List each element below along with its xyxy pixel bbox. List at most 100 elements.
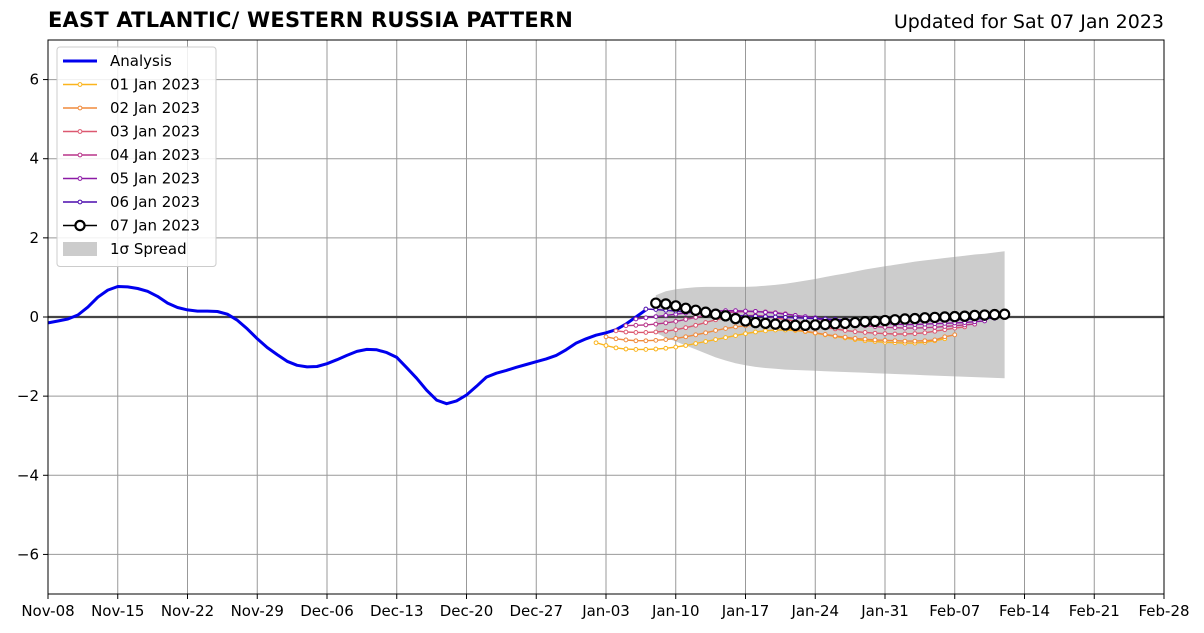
legend-marker [77,152,83,158]
forecast-point [653,337,659,343]
legend-label: 1σ Spread [110,240,187,258]
forecast-point [693,332,699,338]
forecast-point [663,337,669,342]
forecast-point [819,318,831,331]
series-layer [47,285,1011,406]
y-tick-label: 6 [29,71,39,89]
forecast-point [680,302,692,314]
forecast-point [693,341,699,346]
legend-item-1-spread: 1σ Spread [63,240,187,258]
forecast-point [663,313,669,318]
forecast-point [852,329,858,335]
forecast-point [643,306,649,312]
forecast-point [932,337,938,343]
legend-item-07-jan-2023: 07 Jan 2023 [63,217,200,235]
forecast-point [919,312,931,324]
forecast-point [683,343,689,348]
forecast-point [653,329,659,335]
forecast-point [879,314,891,327]
x-tick-label: Dec-20 [440,602,494,620]
x-tick-label: Dec-13 [370,602,424,620]
legend-item-03-jan-2023: 03 Jan 2023 [63,123,200,141]
forecast-point [929,311,941,324]
forecast-point [839,317,851,330]
forecast-point [832,333,838,339]
forecast-point [673,327,679,333]
x-tick-label: Jan-24 [790,602,839,620]
forecast-point [723,326,728,331]
forecast-point [802,315,808,321]
forecast-point [882,331,888,337]
forecast-point [703,320,709,325]
forecast-point [978,309,991,321]
series-analysis [47,285,647,406]
forecast-point [683,334,689,340]
forecast-point [703,339,709,344]
forecast-point [902,338,908,344]
legend-label: 06 Jan 2023 [110,193,200,211]
forecast-point [623,323,629,329]
forecast-point [723,335,728,340]
forecast-point [709,308,722,320]
forecast-point [872,330,878,336]
forecast-point [739,315,752,327]
forecast-point [822,332,828,337]
legend-box [56,46,217,267]
forecast-point [799,319,811,332]
x-tick-label: Nov-15 [91,602,144,620]
x-tick-label: Feb-28 [1138,602,1189,620]
forecast-point [703,330,709,336]
forecast-point [713,337,719,342]
forecast-point [769,318,782,330]
forecast-point [759,317,772,330]
forecast-point [772,310,778,316]
legend-item-analysis: Analysis [63,52,172,70]
x-tick-label: Jan-10 [651,602,700,620]
forecast-point [842,328,848,333]
forecast-point [743,331,748,337]
forecast-point [623,329,629,335]
forecast-point [733,308,738,314]
legend-label: 07 Jan 2023 [110,217,200,235]
forecast-point [743,308,748,314]
forecast-point [922,330,928,336]
forecast-point [613,336,619,342]
forecast-point [729,312,742,325]
forecast-point [643,322,649,328]
y-tick-label: −4 [17,466,39,484]
x-tick-label: Nov-29 [231,602,284,620]
forecast-point [922,338,928,344]
x-tick-label: Nov-08 [21,602,74,620]
forecast-point [849,316,861,329]
forecast-point [892,338,898,344]
forecast-point [733,324,738,330]
forecast-point [673,335,679,341]
legend: Analysis 01 Jan 2023 02 Jan 2023 03 Jan 202… [56,46,217,267]
legend-marker [77,199,83,205]
forecast-point [902,331,908,337]
axes: Nov-08 Nov-15 Nov-22 Nov-29 Dec-06 Dec-13 Dec-… [17,71,1190,620]
forecast-point [670,300,682,312]
legend-item-06-jan-2023: 06 Jan 2023 [63,193,200,211]
forecast-point [603,343,609,348]
legend-marker [77,176,83,181]
forecast-point [693,314,699,320]
forecast-point [809,319,821,331]
forecast-point [643,330,649,335]
forecast-point [862,330,868,335]
forecast-point [782,314,788,320]
legend-item-02-jan-2023: 02 Jan 2023 [63,99,200,117]
forecast-point [842,334,848,340]
legend-label: 03 Jan 2023 [110,123,200,141]
forecast-point [892,331,898,337]
y-tick-label: −6 [17,545,39,563]
forecast-point [749,316,762,329]
x-tick-label: Jan-31 [860,602,909,620]
forecast-point [643,338,649,344]
y-tick-label: 2 [29,229,39,247]
forecast-point [633,330,639,335]
forecast-point [633,316,639,322]
forecast-point [988,308,1001,321]
forecast-point [952,332,958,338]
